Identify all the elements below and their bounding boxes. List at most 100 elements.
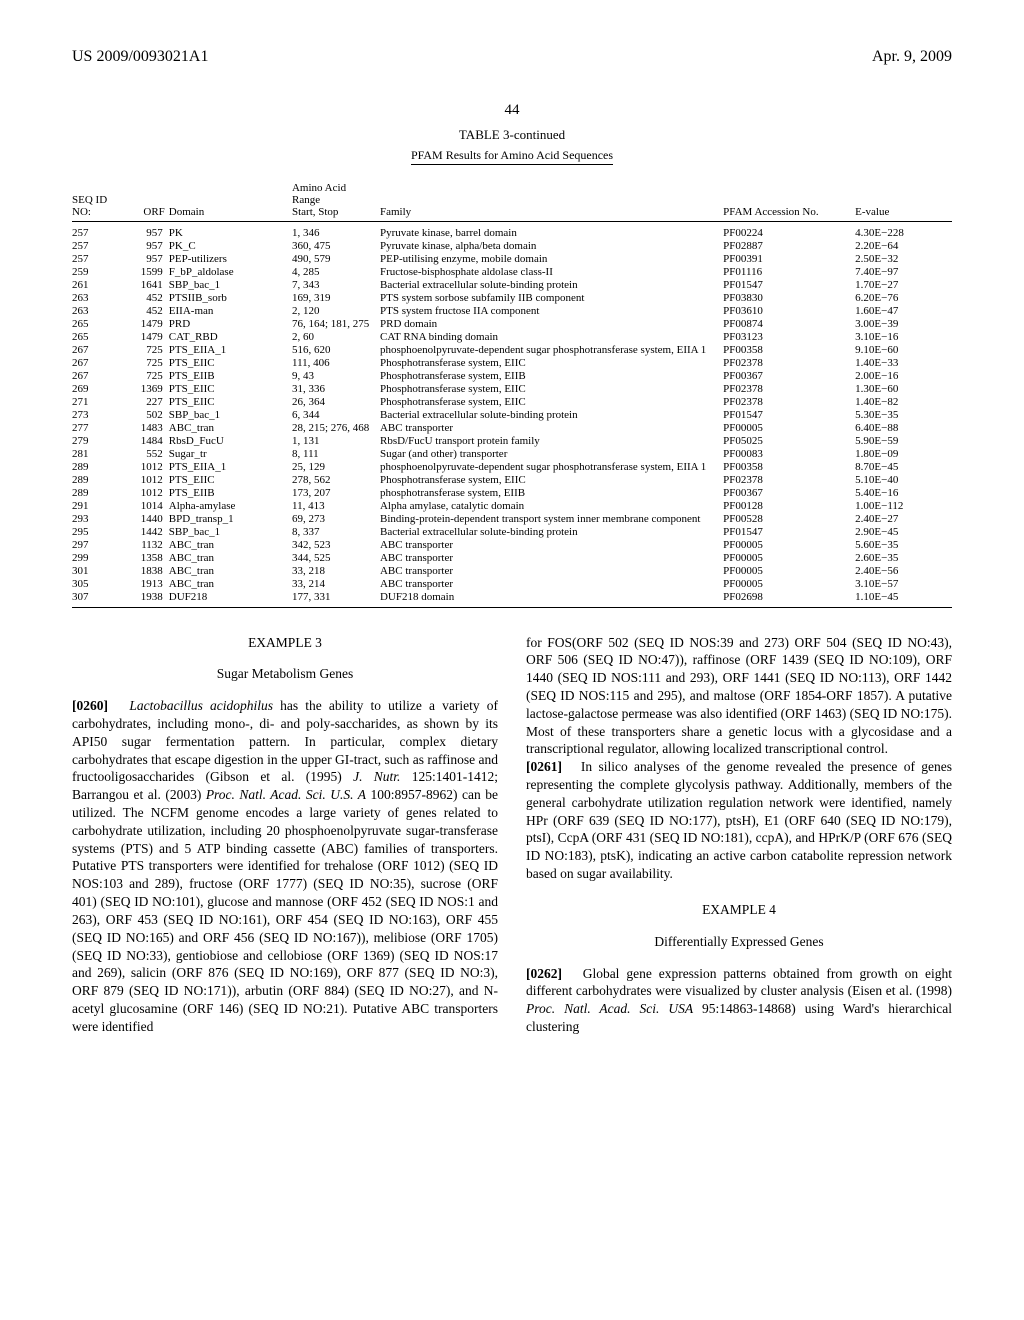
table-row: 3071938DUF218177, 331DUF218 domainPF0269… (72, 591, 952, 604)
table-cell: Bacterial extracellular solute-binding p… (380, 409, 723, 422)
table-cell: 267 (72, 370, 125, 383)
col-seqid: SEQ IDNO: (72, 179, 125, 222)
table-cell: PF02378 (723, 383, 855, 396)
table-cell: 6, 344 (292, 409, 380, 422)
table-cell: Phosphotransferase system, EIIC (380, 357, 723, 370)
table-cell: PF00874 (723, 318, 855, 331)
table-row: 273502SBP_bac_16, 344Bacterial extracell… (72, 409, 952, 422)
table-cell: phosphoenolpyruvate-dependent sugar phos… (380, 344, 723, 357)
table-row: 2771483ABC_tran28, 215; 276, 468ABC tran… (72, 422, 952, 435)
table-row: 263452EIIA-man2, 120PTS system fructose … (72, 305, 952, 318)
table-cell: 173, 207 (292, 487, 380, 500)
table-cell: PF00005 (723, 539, 855, 552)
table-cell: BPD_transp_1 (169, 513, 292, 526)
table-cell: 452 (125, 292, 169, 305)
table-cell: 1641 (125, 279, 169, 292)
table-cell: 1.60E−47 (855, 305, 952, 318)
table-cell: 8, 111 (292, 448, 380, 461)
table-row: 2931440BPD_transp_169, 273Binding-protei… (72, 513, 952, 526)
table-row: 2991358ABC_tran344, 525ABC transporterPF… (72, 552, 952, 565)
table-cell: PF00083 (723, 448, 855, 461)
pfam-table: SEQ IDNO: ORF Domain Amino AcidRangeStar… (72, 179, 952, 604)
table-cell: PF00005 (723, 552, 855, 565)
table-cell: 259 (72, 266, 125, 279)
table-cell: 257 (72, 253, 125, 266)
table-cell: Fructose-bisphosphate aldolase class-II (380, 266, 723, 279)
table-cell: SBP_bac_1 (169, 409, 292, 422)
table-cell: 299 (72, 552, 125, 565)
table-cell: 293 (72, 513, 125, 526)
table-row: 267725PTS_EIIA_1516, 620phosphoenolpyruv… (72, 344, 952, 357)
table-row: 257957PEP-utilizers490, 579PEP-utilising… (72, 253, 952, 266)
doc-id: US 2009/0093021A1 (72, 48, 208, 66)
table-cell: Binding-protein-dependent transport syst… (380, 513, 723, 526)
table-cell: Pyruvate kinase, barrel domain (380, 222, 723, 240)
table-cell: 28, 215; 276, 468 (292, 422, 380, 435)
table-cell: DUF218 (169, 591, 292, 604)
table-cell: PTSIIB_sorb (169, 292, 292, 305)
table-cell: 265 (72, 331, 125, 344)
table-row: 263452PTSIIB_sorb169, 319PTS system sorb… (72, 292, 952, 305)
table-cell: Phosphotransferase system, EIIC (380, 396, 723, 409)
body-columns: EXAMPLE 3 Sugar Metabolism Genes [0260] … (72, 634, 952, 1036)
table-cell: 1484 (125, 435, 169, 448)
table-cell: PF02378 (723, 396, 855, 409)
table-cell: ABC transporter (380, 552, 723, 565)
table-row: 2971132ABC_tran342, 523ABC transporterPF… (72, 539, 952, 552)
table-cell: PTS_EIIC (169, 474, 292, 487)
table-cell: 9, 43 (292, 370, 380, 383)
table-cell: PEP-utilizers (169, 253, 292, 266)
table-cell: Pyruvate kinase, alpha/beta domain (380, 240, 723, 253)
col-range: Amino AcidRangeStart, Stop (292, 179, 380, 222)
table-cell: PF00367 (723, 370, 855, 383)
table-cell: PK_C (169, 240, 292, 253)
table-cell: 5.10E−40 (855, 474, 952, 487)
para-0262: [0262] Global gene expression patterns o… (526, 965, 952, 1036)
table-cell: 8.70E−45 (855, 461, 952, 474)
table-cell: 957 (125, 253, 169, 266)
table-row: 267725PTS_EIIB9, 43Phosphotransferase sy… (72, 370, 952, 383)
table-cell: PF00005 (723, 422, 855, 435)
table-cell: 307 (72, 591, 125, 604)
left-column: EXAMPLE 3 Sugar Metabolism Genes [0260] … (72, 634, 498, 1036)
table-cell: 7, 343 (292, 279, 380, 292)
col-orf: ORF (125, 179, 169, 222)
table-cell: 1132 (125, 539, 169, 552)
table-cell: PTS_EIIC (169, 357, 292, 370)
table-cell: 9.10E−60 (855, 344, 952, 357)
table-cell: 957 (125, 240, 169, 253)
table-cell: 502 (125, 409, 169, 422)
table-cell: PTS system fructose IIA component (380, 305, 723, 318)
table-cell: 1483 (125, 422, 169, 435)
table-cell: 2.90E−45 (855, 526, 952, 539)
table-cell: 277 (72, 422, 125, 435)
table-cell: 3.10E−16 (855, 331, 952, 344)
table-cell: Phosphotransferase system, EIIB (380, 370, 723, 383)
table-cell: 360, 475 (292, 240, 380, 253)
table-row: 2891012PTS_EIIB173, 207phosphotransferas… (72, 487, 952, 500)
page-header: US 2009/0093021A1 Apr. 9, 2009 (72, 48, 952, 66)
table-cell: 289 (72, 474, 125, 487)
table-cell: 725 (125, 357, 169, 370)
table-cell: ABC_tran (169, 565, 292, 578)
table-cell: PF02378 (723, 357, 855, 370)
table-cell: 257 (72, 222, 125, 240)
table-cell: 1.10E−45 (855, 591, 952, 604)
table-cell: 7.40E−97 (855, 266, 952, 279)
table-cell: Alpha-amylase (169, 500, 292, 513)
table-cell: Phosphotransferase system, EIIC (380, 474, 723, 487)
table-cell: PF00005 (723, 565, 855, 578)
table-cell: 490, 579 (292, 253, 380, 266)
table-cell: 25, 129 (292, 461, 380, 474)
col-accession: PFAM Accession No. (723, 179, 855, 222)
table-cell: ABC_tran (169, 539, 292, 552)
table-row: 281552Sugar_tr8, 111Sugar (and other) tr… (72, 448, 952, 461)
table-cell: 1012 (125, 461, 169, 474)
table-cell: PF03610 (723, 305, 855, 318)
table-cell: PTS_EIIB (169, 487, 292, 500)
table-cell: 552 (125, 448, 169, 461)
example3-title: EXAMPLE 3 (72, 634, 498, 652)
table-cell: 8, 337 (292, 526, 380, 539)
table-cell: 267 (72, 344, 125, 357)
example3-subtitle: Sugar Metabolism Genes (72, 665, 498, 683)
